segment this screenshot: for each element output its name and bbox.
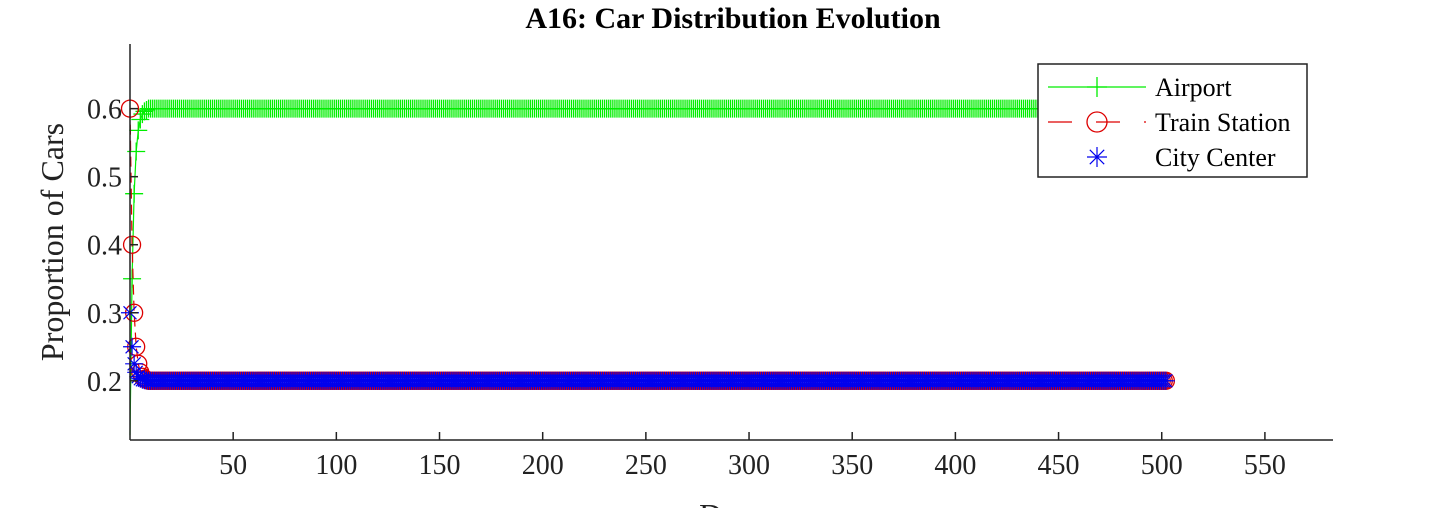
legend-label: Airport [1155, 73, 1232, 102]
series-city-center [121, 303, 1175, 390]
legend-item: City Center [1087, 143, 1276, 172]
x-tick-label: 50 [219, 450, 247, 481]
legend-item: Airport [1048, 73, 1232, 102]
data-marks [120, 99, 1176, 436]
legend-label: Train Station [1155, 108, 1291, 137]
x-tick-label: 400 [934, 450, 976, 481]
x-axis-label: Days [699, 497, 765, 508]
data-point [125, 184, 144, 203]
data-point [123, 269, 142, 288]
y-tick-label: 0.2 [87, 367, 122, 398]
legend-label: City Center [1155, 143, 1276, 172]
series-train-station [120, 99, 1176, 390]
legend-items: Airport Train Station City Center [1048, 73, 1291, 172]
y-tick-label: 0.4 [87, 231, 122, 262]
data-point [122, 235, 142, 254]
data-point [123, 337, 142, 356]
data-point [131, 369, 150, 388]
series-line [129, 108, 1166, 382]
legend-marker [1086, 111, 1108, 133]
y-tick-label: 0.6 [87, 95, 122, 126]
y-tick-label: 0.3 [87, 299, 122, 330]
x-tick-label: 350 [831, 450, 873, 481]
x-tick-label: 550 [1244, 450, 1286, 481]
x-ticks: 50 100 150 200 250 300 350 400 450 500 550 [219, 432, 1286, 481]
x-tick-label: 150 [419, 450, 461, 481]
data-point [127, 363, 146, 382]
data-point [1156, 371, 1175, 390]
y-ticks: 0.2 0.3 0.4 0.5 0.6 [87, 95, 138, 398]
y-axis-label: Proportion of Cars [34, 123, 70, 361]
legend-marker [1087, 147, 1107, 167]
data-point [129, 121, 148, 140]
legend-box [1037, 63, 1308, 178]
plot-area: 50 100 150 200 250 300 350 400 450 500 550 0.20.30… [87, 44, 1333, 481]
series-airport [123, 99, 1175, 436]
x-tick-label: 200 [522, 450, 564, 481]
y-tick-label: 0.5 [87, 163, 122, 194]
data-point [125, 354, 144, 373]
legend-item: Train Station [1048, 108, 1291, 137]
chart-title: A16: Car Distribution Evolution [525, 2, 941, 35]
x-tick-label: 100 [315, 450, 357, 481]
x-tick-label: 250 [625, 450, 667, 481]
x-tick-label: 450 [1038, 450, 1080, 481]
x-tick-label: 300 [728, 450, 770, 481]
legend-marker [1087, 77, 1107, 97]
legend: Airport Train Station City Center [1037, 63, 1308, 178]
x-tick-label: 500 [1141, 450, 1183, 481]
